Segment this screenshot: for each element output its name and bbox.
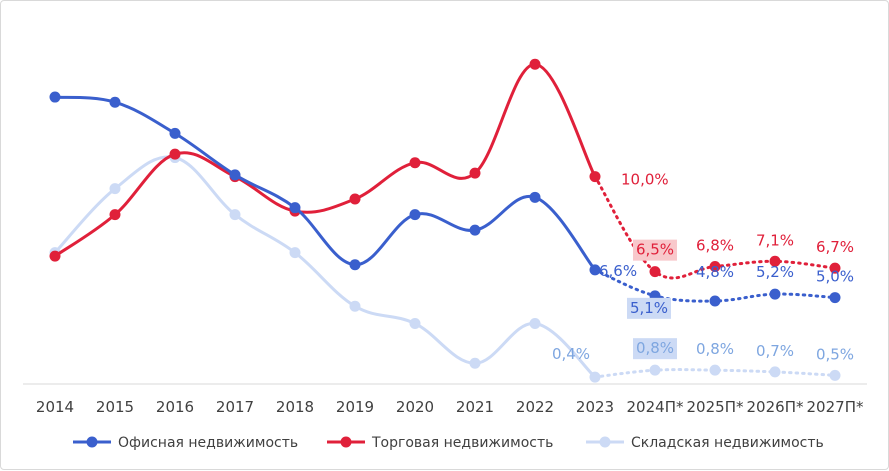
- data-point: [169, 127, 181, 139]
- data-point: [109, 209, 121, 221]
- series-line-actual: [53, 95, 597, 272]
- data-label: 5,1%: [630, 299, 668, 317]
- data-point: [589, 171, 601, 183]
- data-point: [409, 209, 421, 221]
- data-point: [769, 255, 781, 267]
- data-label: 6,6%: [599, 262, 637, 280]
- series-lines: [49, 58, 841, 383]
- legend-item: Складская недвижимость: [586, 435, 824, 451]
- data-point: [529, 191, 541, 203]
- series-line-actual: [53, 62, 597, 258]
- data-point: [349, 193, 361, 205]
- data-point: [529, 58, 541, 70]
- data-point: [829, 262, 841, 274]
- data-point: [409, 318, 421, 329]
- x-tick-label: 2021: [456, 398, 494, 416]
- data-point: [709, 364, 721, 376]
- x-tick-label: 2024П*: [627, 398, 684, 416]
- data-label: 5,2%: [756, 263, 794, 281]
- legend-swatch-marker: [86, 436, 98, 448]
- x-tick-label: 2022: [516, 398, 554, 416]
- x-tick-label: 2015: [96, 398, 134, 416]
- data-point: [829, 292, 841, 304]
- data-label: 0,5%: [816, 345, 854, 363]
- data-point: [829, 369, 841, 381]
- data-point: [649, 364, 661, 376]
- data-point: [709, 295, 721, 307]
- data-point: [649, 266, 661, 278]
- series-1: [49, 58, 841, 280]
- x-tick-label: 2019: [336, 398, 374, 416]
- data-point: [469, 167, 481, 179]
- data-point: [49, 250, 61, 262]
- legend-swatch-marker: [340, 436, 352, 448]
- x-axis: 2014 2015 2016 2017 2018 2019 2020 2021 2022 2023…: [23, 383, 867, 416]
- data-point: [289, 247, 301, 259]
- series-line-actual: [53, 155, 597, 379]
- data-point: [469, 224, 481, 236]
- data-point: [169, 148, 181, 160]
- data-labels: 6,6% 5,1% 4,8% 5,2% 5,0% 10,0% 6,5% 6,8% 7,1% 6,7…: [552, 171, 854, 364]
- data-point: [589, 371, 601, 383]
- data-point: [109, 183, 121, 195]
- data-point: [409, 157, 421, 169]
- data-label: 4,8%: [696, 263, 734, 281]
- x-tick-label: 2027П*: [807, 398, 864, 416]
- x-tick-label: 2017: [216, 398, 254, 416]
- data-label: 0,4%: [552, 345, 590, 363]
- data-point: [769, 288, 781, 300]
- data-point: [349, 259, 361, 271]
- series-0: [49, 91, 841, 307]
- legend-item: Торговая недвижимость: [327, 435, 553, 451]
- data-label: 7,1%: [756, 231, 794, 249]
- legend-label: Складская недвижимость: [631, 435, 824, 451]
- data-label-highlight: [633, 239, 677, 261]
- x-tick-label: 2023: [576, 398, 614, 416]
- data-point: [49, 91, 61, 103]
- x-tick-label: 2026П*: [747, 398, 804, 416]
- series-line-forecast: [593, 175, 837, 280]
- data-label: 6,5%: [636, 241, 674, 259]
- data-point: [529, 318, 541, 329]
- x-tick-label: 2018: [276, 398, 314, 416]
- legend: Офисная недвижимость Торговая недвижимост…: [73, 435, 824, 451]
- data-label-highlight: [633, 338, 677, 360]
- x-tick-label: 2020: [396, 398, 434, 416]
- data-point: [349, 300, 361, 312]
- data-label: 10,0%: [621, 171, 669, 189]
- data-label: 0,8%: [636, 339, 674, 357]
- series-line-forecast: [593, 368, 837, 379]
- data-point: [709, 260, 721, 272]
- x-tick-label: 2025П*: [687, 398, 744, 416]
- series-2: [49, 152, 841, 383]
- data-label: 6,8%: [696, 236, 734, 254]
- x-tick-label: 2014: [36, 398, 74, 416]
- data-label: 5,0%: [816, 268, 854, 286]
- data-point: [229, 209, 241, 221]
- data-label-highlight: [627, 297, 671, 319]
- x-tick-label: 2016: [156, 398, 194, 416]
- legend-swatch-marker: [599, 436, 611, 448]
- legend-item: Офисная недвижимость: [73, 435, 298, 451]
- data-point: [229, 169, 241, 181]
- data-point: [589, 264, 601, 276]
- legend-label: Торговая недвижимость: [371, 435, 553, 451]
- legend-label: Офисная недвижимость: [118, 435, 298, 451]
- data-point: [109, 96, 121, 108]
- data-label: 0,7%: [756, 342, 794, 360]
- data-point: [289, 202, 301, 214]
- data-label: 6,7%: [816, 238, 854, 256]
- data-label: 0,8%: [696, 340, 734, 358]
- data-point: [769, 366, 781, 378]
- data-point: [469, 357, 481, 369]
